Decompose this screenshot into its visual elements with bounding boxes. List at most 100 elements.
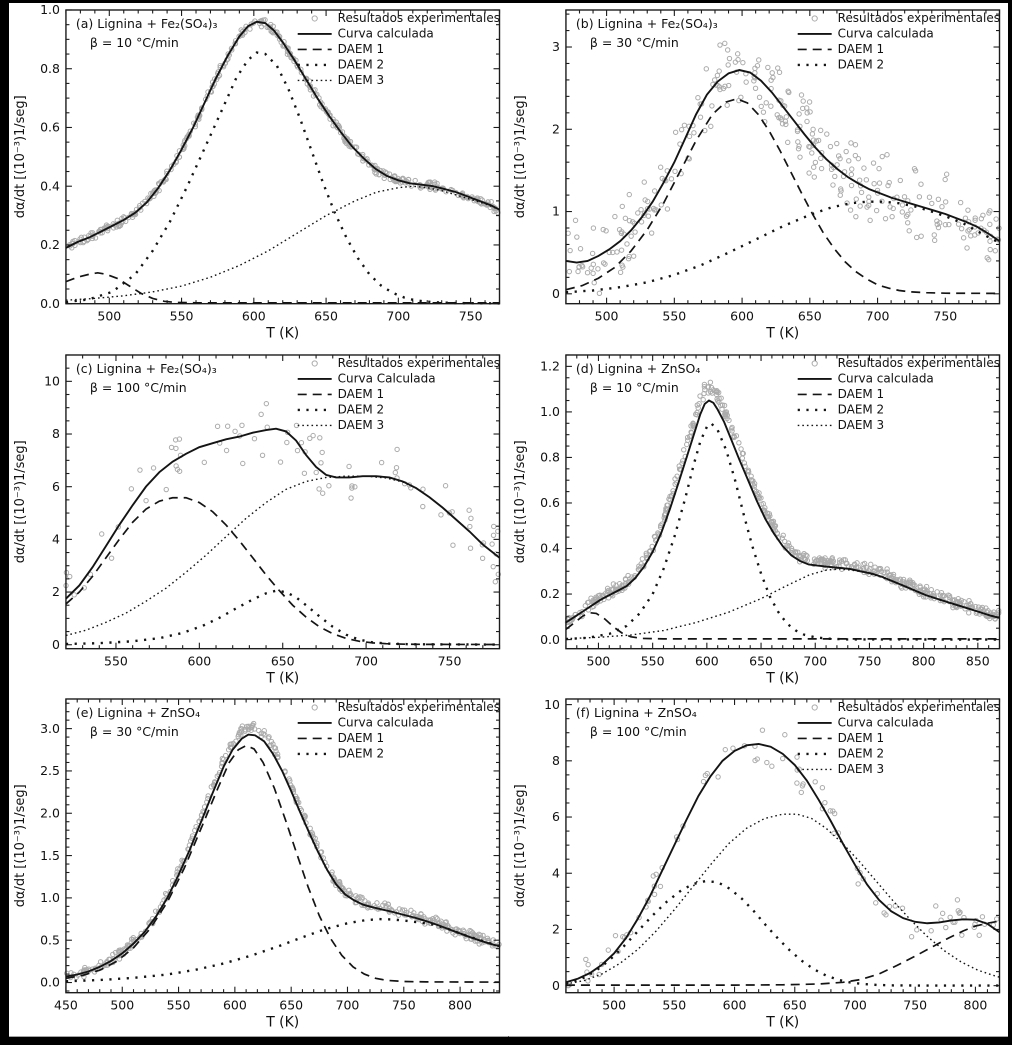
panel-background [508, 347, 1008, 693]
svg-text:750: 750 [857, 653, 881, 668]
panel-title: (a) Lignina + Fe₂(SO₄)₃ β = 10 °C/min [76, 16, 218, 50]
y-tick-labels: 0 1 2 3 [552, 39, 560, 301]
svg-text:700: 700 [865, 309, 889, 324]
svg-text:550: 550 [640, 653, 664, 668]
svg-text:0.6: 0.6 [40, 120, 60, 135]
series-daem-2 [65, 589, 500, 646]
legend-label: Curva Calculada [338, 371, 436, 385]
legend-label: DAEM 3 [338, 73, 385, 87]
svg-text:0.2: 0.2 [40, 237, 60, 252]
svg-text:0.4: 0.4 [40, 178, 60, 193]
legend-label: Curva calculada [338, 716, 434, 730]
legend-label: DAEM 1 [837, 731, 884, 745]
axis-ticks [65, 354, 501, 649]
panel-title-line1: (d) Lignina + ZnSO₄ [575, 361, 699, 376]
legend-label: DAEM 1 [338, 42, 385, 56]
panel-title-line1: (c) Lignina + Fe₂(SO₄)₃ [76, 361, 217, 376]
legend-label: Resultados experimentales [338, 11, 500, 25]
svg-text:0.4: 0.4 [540, 540, 560, 555]
svg-text:8: 8 [52, 426, 60, 441]
panel-title-line2: β = 30 °C/min [589, 35, 678, 50]
svg-text:550: 550 [170, 309, 194, 324]
series-daem-1 [565, 920, 1000, 987]
panel-title-line2: β = 100 °C/min [589, 724, 686, 739]
panel-title-line1: (a) Lignina + Fe₂(SO₄)₃ [76, 16, 218, 31]
svg-text:6: 6 [52, 479, 60, 494]
svg-text:8: 8 [552, 753, 560, 768]
svg-text:850: 850 [965, 653, 989, 668]
panel-title-line2: β = 10 °C/min [589, 380, 678, 395]
legend-label: Resultados experimentales [837, 356, 999, 370]
y-axis-title: dα/dt [(10⁻³)1/seg] [13, 785, 28, 908]
panel-background [9, 692, 509, 1037]
chart-panel-b: 500 550 600 650 700 750 0 1 2 3 T (K) dα/dt [(10⁻³)… [508, 3, 1008, 348]
svg-text:750: 750 [903, 998, 927, 1013]
y-tick-labels: 0 2 4 6 8 10 [44, 373, 60, 651]
series-curva-calculada [565, 69, 1000, 264]
x-axis-title: T (K) [265, 670, 299, 686]
svg-text:0.2: 0.2 [540, 586, 560, 601]
chart-panel-e: 450 500 550 600 650 700 750 800 0.0 0.5 1.0 1.5 2.0 2… [9, 692, 509, 1037]
axes [65, 698, 501, 994]
panel-title-line2: β = 10 °C/min [90, 35, 179, 50]
series-daem-2 [65, 51, 500, 305]
svg-text:2: 2 [552, 121, 560, 136]
svg-text:750: 750 [438, 653, 462, 668]
legend-label: Curva calculada [338, 26, 434, 40]
svg-text:600: 600 [223, 998, 247, 1013]
legend-label: DAEM 2 [338, 57, 385, 71]
x-tick-labels: 550 600 650 700 750 [104, 653, 461, 668]
series-daem-3 [65, 475, 500, 636]
legend-label: Curva calculada [837, 26, 933, 40]
legend-label: DAEM 2 [338, 747, 385, 761]
series-daem-3 [65, 185, 500, 301]
svg-text:800: 800 [911, 653, 935, 668]
y-axis-title: dα/dt [(10⁻³)1/seg] [512, 785, 527, 908]
svg-text:750: 750 [933, 309, 957, 324]
svg-text:2: 2 [552, 922, 560, 937]
svg-text:1.2: 1.2 [540, 358, 560, 373]
panel-b: 500 550 600 650 700 750 0 1 2 3 T (K) dα/dt [(10⁻³)… [508, 3, 1008, 348]
scatter-resultados-experimentales [63, 400, 502, 598]
svg-text:2.5: 2.5 [40, 763, 60, 778]
legend-label: DAEM 3 [338, 418, 385, 432]
svg-text:1: 1 [552, 204, 560, 219]
svg-text:700: 700 [336, 998, 360, 1013]
svg-text:0: 0 [552, 978, 560, 993]
svg-text:650: 650 [314, 309, 338, 324]
scatter-resultados-experimentales [564, 727, 999, 989]
svg-text:550: 550 [167, 998, 191, 1013]
series-daem-1 [565, 97, 1000, 295]
svg-text:1.5: 1.5 [40, 848, 60, 863]
legend-label: Curva calculada [837, 371, 933, 385]
axis-ticks [564, 354, 1000, 649]
legend-label: Resultados experimentales [338, 356, 500, 370]
y-tick-labels: 0.0 0.5 1.0 1.5 2.0 2.5 3.0 [40, 721, 60, 990]
panel-d: 500 550 600 650 700 750 800 850 0.0 0.2 0.4 0.6 0.8 1… [508, 347, 1008, 693]
svg-text:0: 0 [552, 286, 560, 301]
svg-text:10: 10 [544, 697, 560, 712]
series-daem-2 [565, 880, 1000, 988]
legend-label: DAEM 1 [338, 731, 385, 745]
figure-grid: 500 550 600 650 700 750 0.0 0.2 0.4 0.6 0.8 1.0 T (K… [9, 3, 1008, 1037]
legend-label: DAEM 1 [837, 42, 884, 56]
svg-text:600: 600 [242, 309, 266, 324]
x-tick-labels: 500 550 600 650 700 750 800 850 [586, 653, 989, 668]
panel-title-line1: (e) Lignina + ZnSO₄ [76, 705, 200, 720]
panel-background [9, 3, 509, 348]
panel-background [508, 692, 1008, 1037]
x-axis-title: T (K) [265, 1015, 299, 1031]
svg-text:700: 700 [803, 653, 827, 668]
svg-text:600: 600 [722, 998, 746, 1013]
svg-text:1.0: 1.0 [40, 3, 60, 17]
legend-label: Resultados experimentales [837, 700, 999, 714]
svg-text:500: 500 [594, 309, 618, 324]
legend-label: DAEM 2 [338, 402, 385, 416]
svg-text:4: 4 [552, 866, 560, 881]
legend-label: DAEM 2 [837, 402, 884, 416]
panel-title: (c) Lignina + Fe₂(SO₄)₃ β = 100 °C/min [76, 361, 217, 395]
